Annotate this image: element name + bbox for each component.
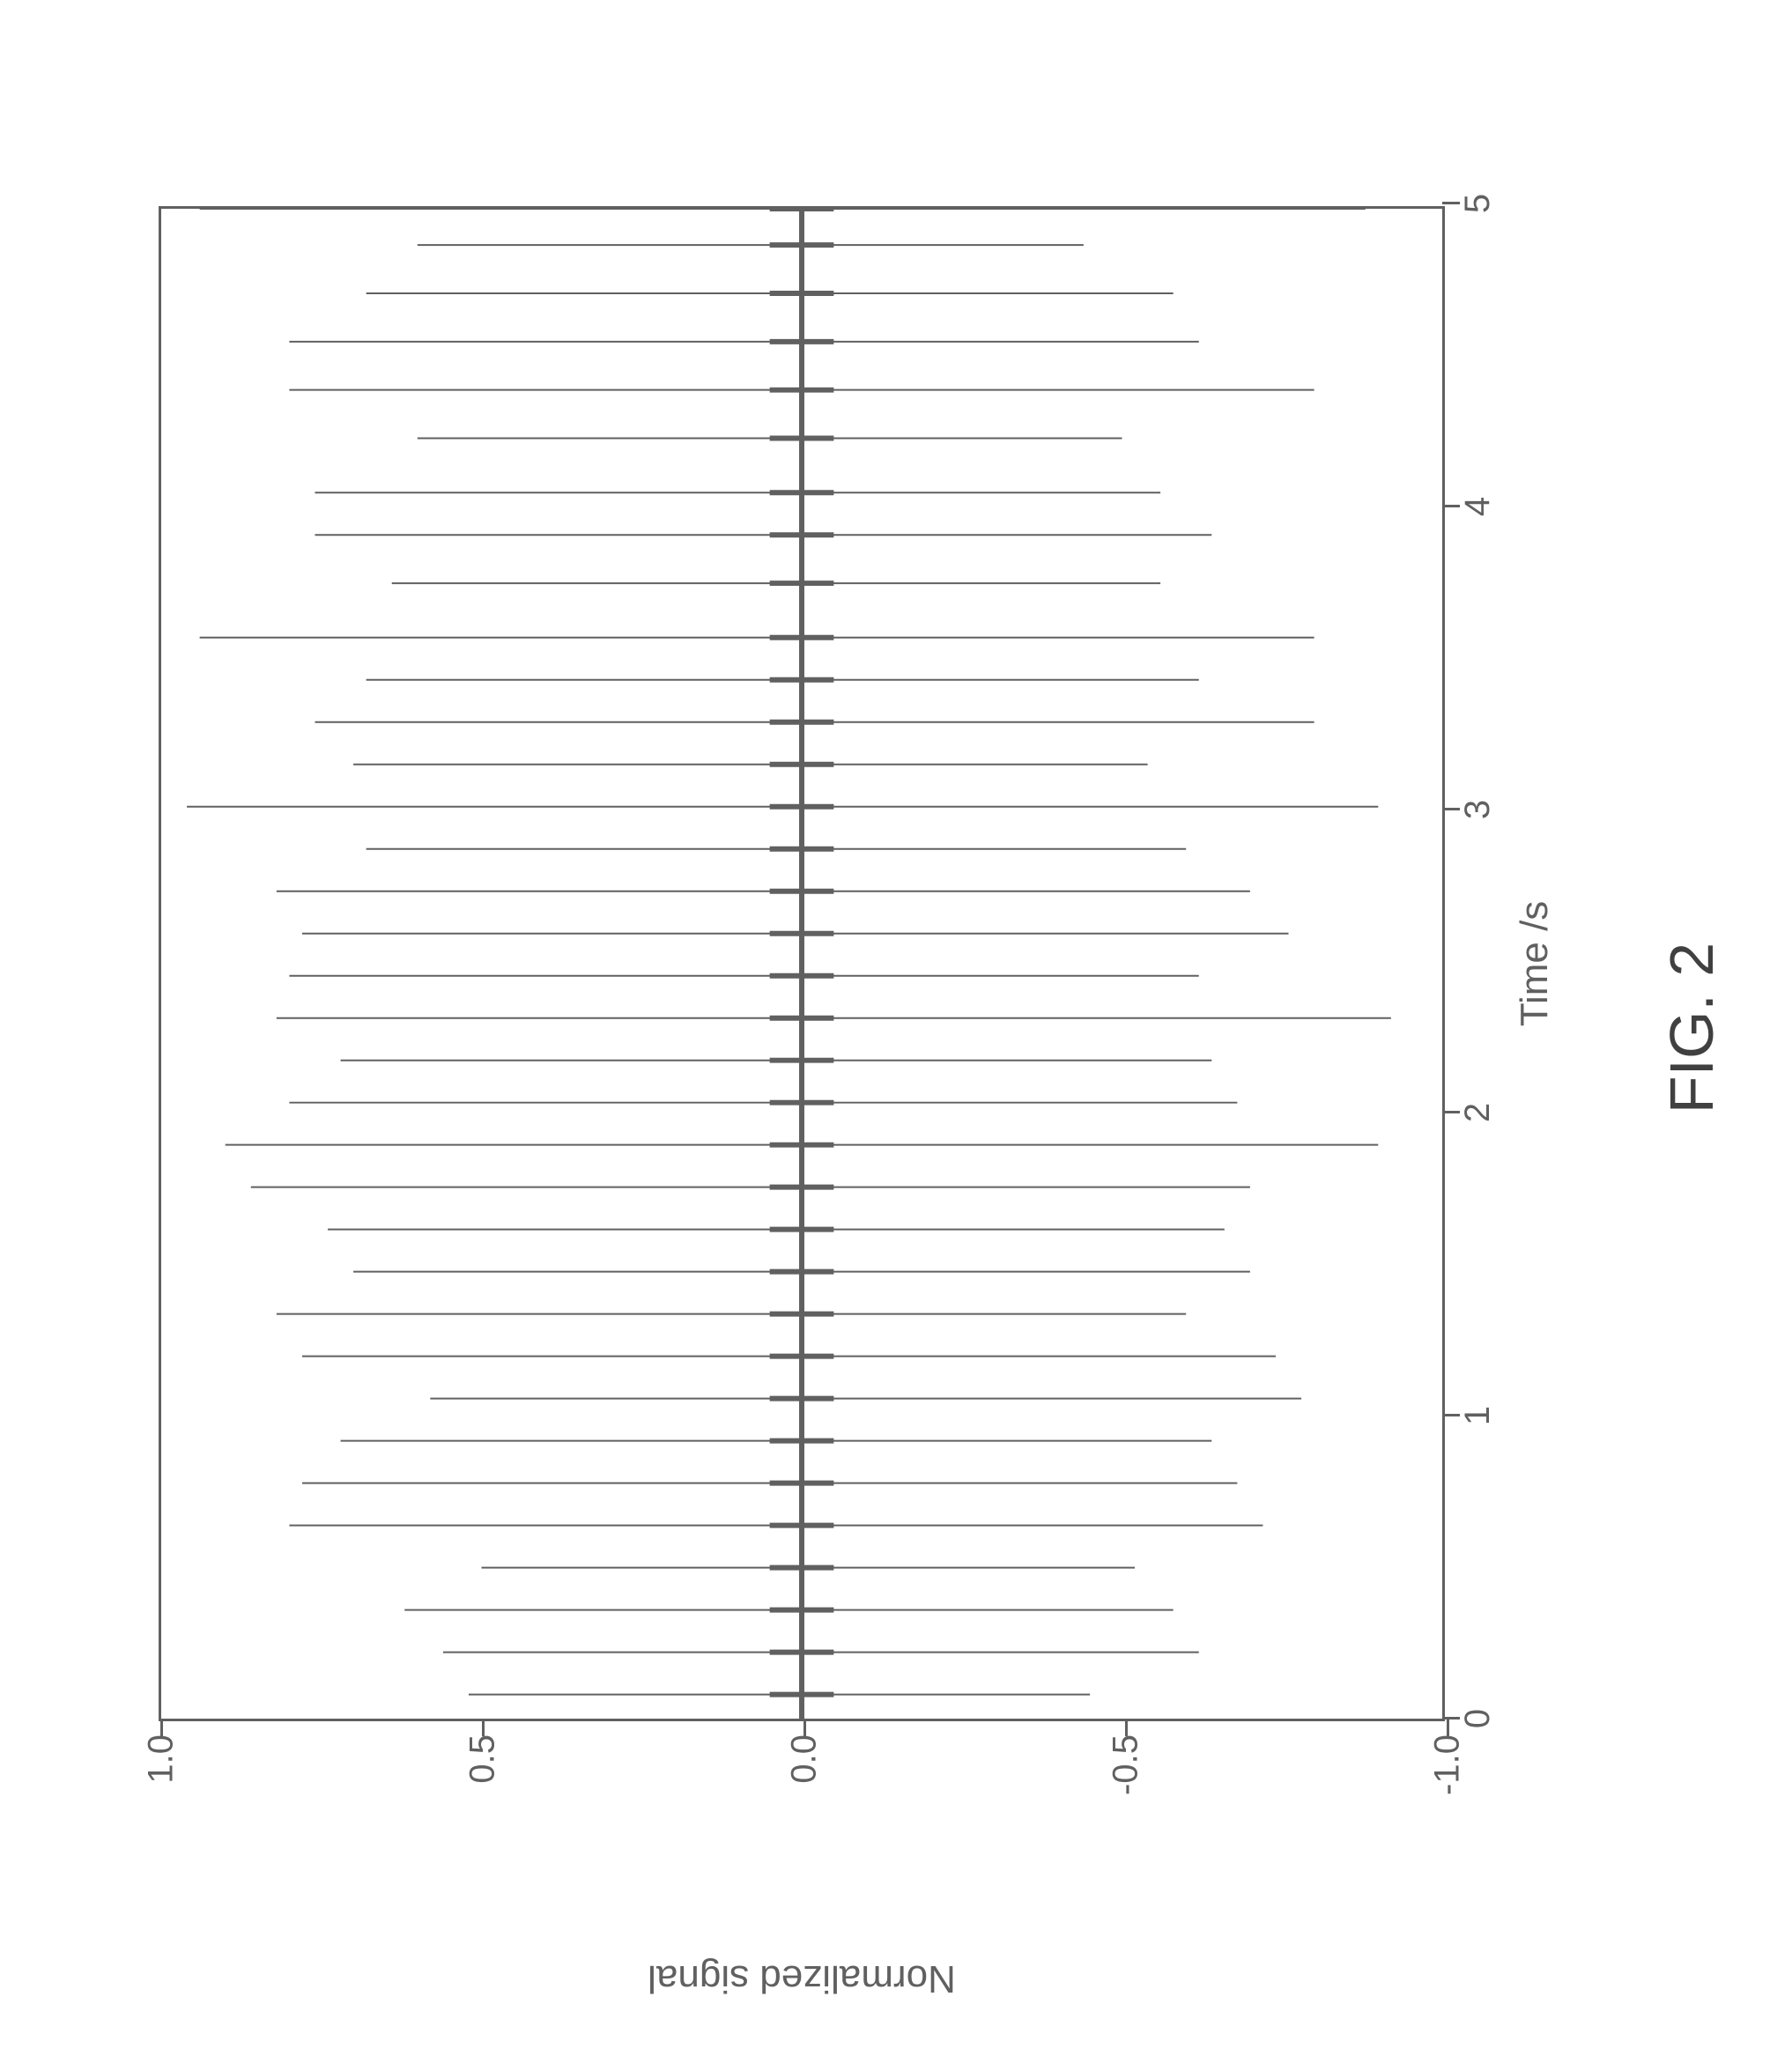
x-tick-label: 3 xyxy=(1458,800,1498,819)
signal-plot-svg xyxy=(161,209,1442,1719)
x-tick-mark xyxy=(1442,1718,1460,1720)
x-tick-label: 1 xyxy=(1458,1406,1498,1425)
x-tick-mark xyxy=(1442,203,1460,205)
x-tick-mark xyxy=(1442,1415,1460,1417)
figure-caption: FIG. 2 xyxy=(1656,943,1727,1113)
y-tick-mark xyxy=(160,1719,163,1736)
x-tick-label: 5 xyxy=(1458,194,1498,213)
x-tick-mark xyxy=(1442,809,1460,811)
y-tick-mark xyxy=(482,1719,485,1736)
x-tick-label: 0 xyxy=(1458,1709,1498,1728)
rotated-figure-canvas: Time /s Normalized signal 0 1 2 3 4 5 -1.0 -0.5… xyxy=(0,0,1792,2056)
y-tick-mark xyxy=(1447,1719,1449,1736)
y-axis-title: Normalized signal xyxy=(648,1956,956,2001)
y-tick-label: -1.0 xyxy=(1428,1734,1468,1795)
y-tick-label: -0.5 xyxy=(1107,1734,1146,1795)
chart-plot-area: Time /s Normalized signal 012345-1.0-0.5… xyxy=(159,206,1445,1721)
x-tick-mark xyxy=(1442,506,1460,508)
x-tick-label: 2 xyxy=(1458,1103,1498,1122)
y-tick-mark xyxy=(1125,1719,1128,1736)
y-tick-mark xyxy=(803,1719,806,1736)
x-tick-mark xyxy=(1442,1112,1460,1114)
y-tick-label: 0.5 xyxy=(463,1734,503,1784)
y-tick-label: 0.0 xyxy=(785,1734,825,1784)
x-tick-label: 4 xyxy=(1458,497,1498,516)
figure-wrapper: Time /s Normalized signal 0 1 2 3 4 5 -1.0 -0.5… xyxy=(0,0,1792,2056)
x-axis-title: Time /s xyxy=(1513,901,1557,1027)
y-tick-label: 1.0 xyxy=(142,1734,181,1784)
